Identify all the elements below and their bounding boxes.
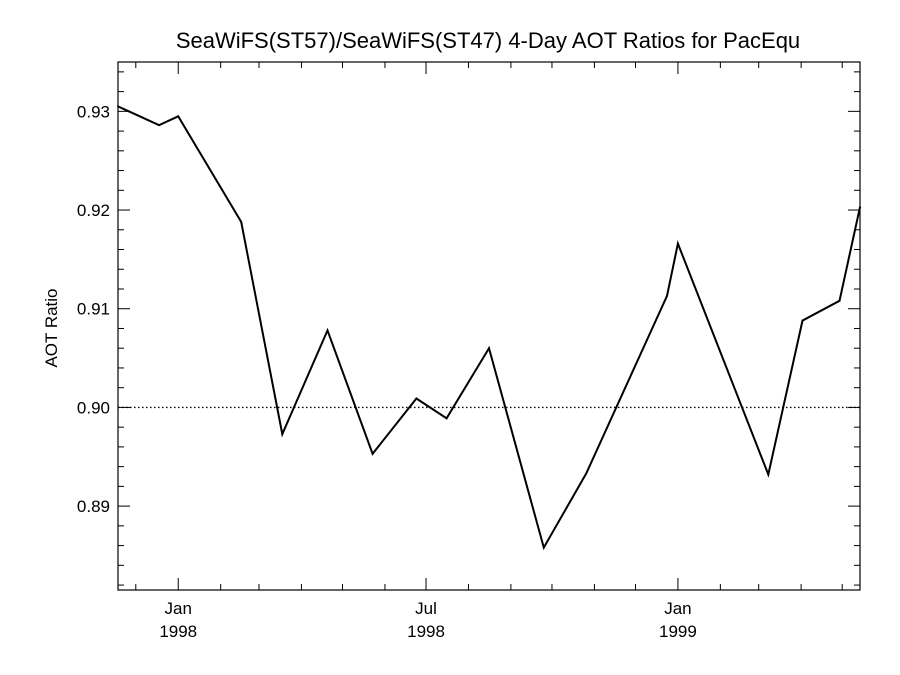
plot-frame <box>117 61 861 591</box>
y-major-ticks: 0.89 0.90 0.91 0.92 0.93 <box>77 102 860 516</box>
x-ticks: Jan 1998 Jul 1998 Jan 1999 <box>135 62 843 641</box>
data-point <box>542 546 545 549</box>
x-tick-month-label: Jul <box>415 599 437 618</box>
y-tick-label: 0.93 <box>77 102 110 121</box>
data-point <box>240 220 243 223</box>
data-point <box>859 206 861 209</box>
data-point <box>371 452 374 455</box>
y-tick-label: 0.91 <box>77 300 110 319</box>
data-point <box>801 319 804 322</box>
series-group <box>117 105 861 551</box>
x-tick-year-label: 1998 <box>159 622 197 641</box>
x-tick-year-label: 1999 <box>659 622 697 641</box>
data-point <box>415 397 418 400</box>
y-minor-ticks <box>118 71 860 586</box>
y-tick-label: 0.90 <box>77 398 110 417</box>
x-tick-month-label: Jan <box>165 599 192 618</box>
data-point <box>445 417 448 420</box>
y-tick-label: 0.92 <box>77 201 110 220</box>
series-line <box>117 105 861 551</box>
data-point <box>177 115 180 118</box>
data-point <box>158 124 161 127</box>
data-point <box>117 105 119 108</box>
chart-title: SeaWiFS(ST57)/SeaWiFS(ST47) 4-Day AOT Ra… <box>176 28 800 53</box>
data-point <box>665 294 668 297</box>
data-point <box>585 472 588 475</box>
data-point <box>838 299 841 302</box>
data-point <box>326 329 329 332</box>
data-point <box>767 473 770 476</box>
data-point <box>676 242 679 245</box>
data-point <box>488 347 490 350</box>
y-axis-label: AOT Ratio <box>42 288 61 367</box>
y-tick-label: 0.89 <box>77 497 110 516</box>
x-tick-year-label: 1998 <box>407 622 445 641</box>
data-point <box>281 433 284 436</box>
x-tick-month-label: Jan <box>664 599 691 618</box>
